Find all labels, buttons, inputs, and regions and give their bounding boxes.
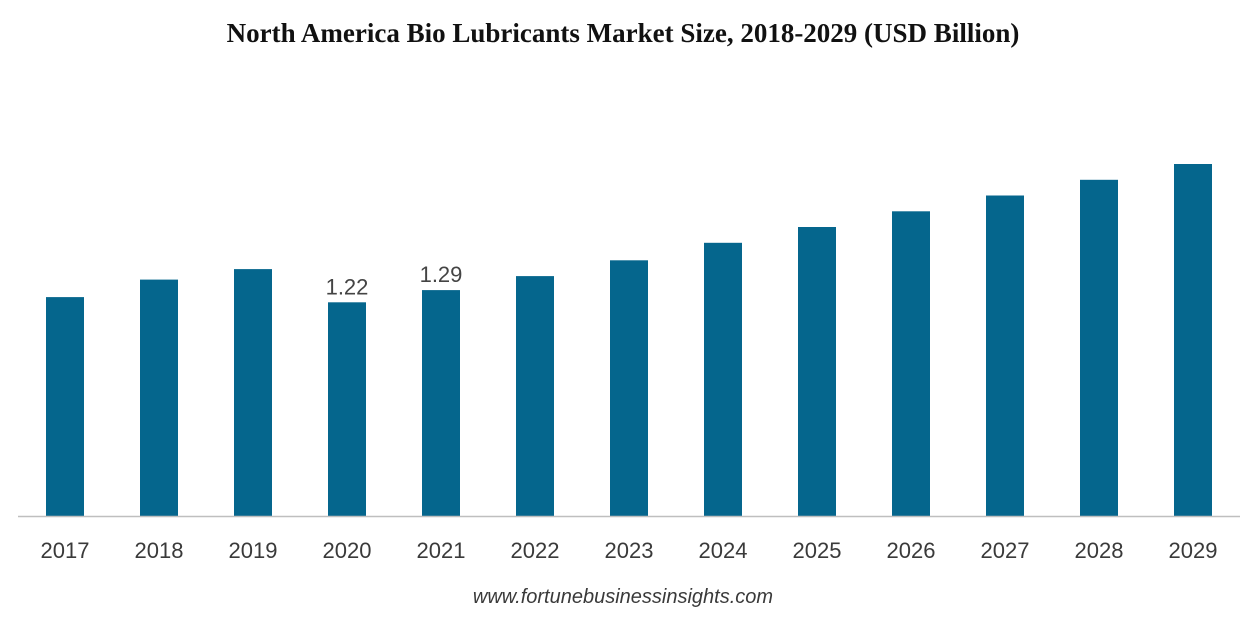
chart-title: North America Bio Lubricants Market Size… [226,18,1020,48]
data-label-2021: 1.29 [420,262,463,287]
x-tick-label-2027: 2027 [981,538,1030,563]
data-labels-group: 1.22 1.29 [326,262,463,299]
x-tick-label-2025: 2025 [793,538,842,563]
bar-2018 [140,279,178,516]
x-tick-label-2022: 2022 [511,538,560,563]
bar-2023 [610,260,648,516]
x-tick-label-2020: 2020 [323,538,372,563]
x-tick-label-2018: 2018 [135,538,184,563]
x-tick-label-2023: 2023 [605,538,654,563]
bars-group [46,164,1212,517]
x-tick-label-2029: 2029 [1169,538,1218,563]
x-tick-label-2024: 2024 [699,538,748,563]
source-url: www.fortunebusinessinsights.com [472,586,774,608]
bar-2024 [704,242,742,517]
bar-2021 [422,290,460,516]
x-tick-label-2028: 2028 [1075,538,1124,563]
x-tick-label-2026: 2026 [887,538,936,563]
bar-2019 [234,269,272,516]
bar-2022 [516,276,554,516]
x-tick-label-2021: 2021 [417,538,466,563]
x-tick-label-2017: 2017 [41,538,90,563]
x-axis-tick-labels: 2017 2018 2019 2020 2021 2022 2023 2024 2025 2026… [41,538,1218,563]
bar-2027 [986,195,1024,516]
data-label-2020: 1.22 [326,274,369,299]
bar-2026 [892,211,930,517]
x-tick-label-2019: 2019 [229,538,278,563]
bar-2020 [328,302,366,516]
bar-2029 [1174,164,1212,516]
bar-2028 [1080,179,1118,517]
bar-2025 [798,227,836,516]
bar-2017 [46,297,84,516]
